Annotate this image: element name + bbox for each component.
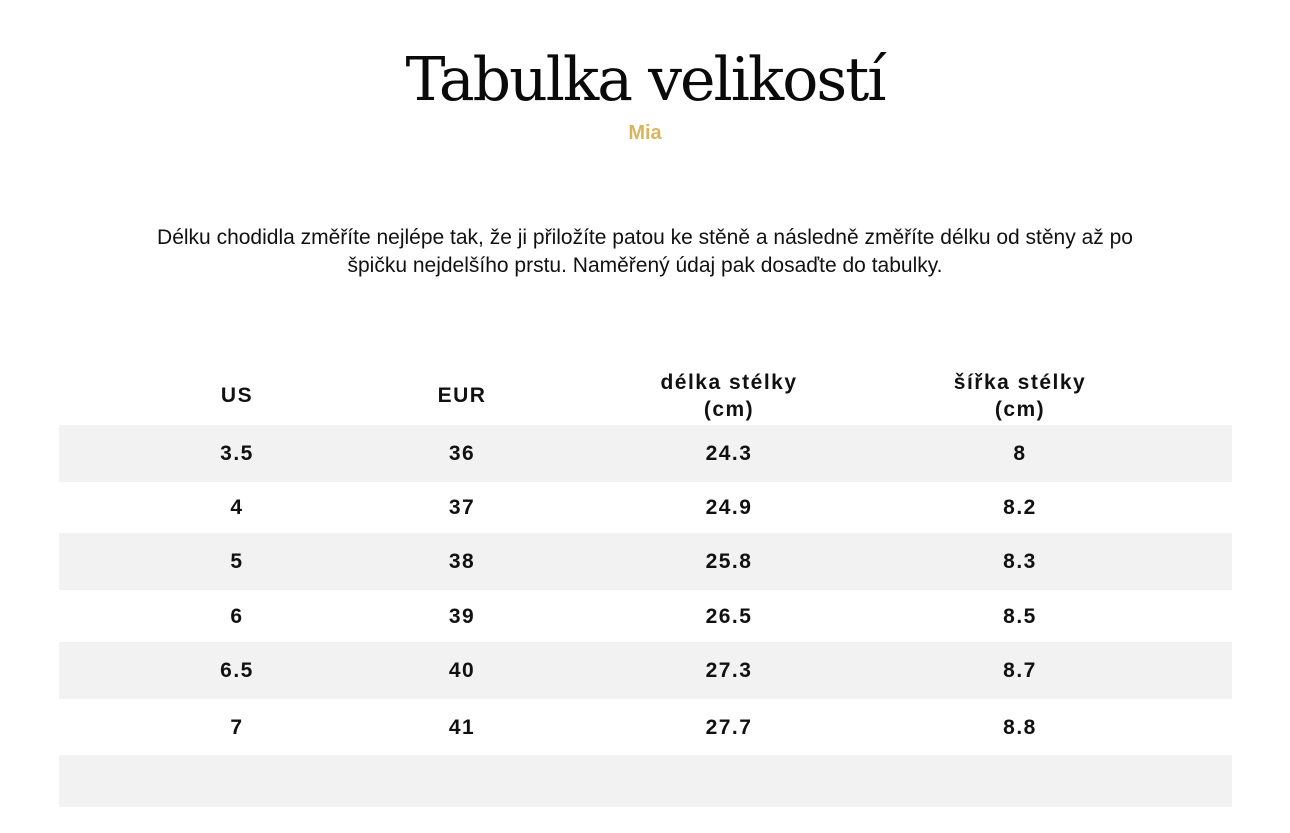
product-name: Mia — [628, 122, 662, 144]
table-row: 6 39 26.5 8.5 — [59, 590, 1232, 642]
header-us: US — [220, 384, 254, 407]
cell-length: 26.5 — [705, 604, 753, 628]
cell-us: 7 — [230, 715, 244, 739]
table-row: 6.5 40 27.3 8.7 — [59, 642, 1232, 699]
cell-width: 8.2 — [1003, 496, 1037, 519]
cell-width: 8.8 — [1003, 715, 1037, 739]
cell-eur: 38 — [448, 550, 476, 573]
cell-length: 25.8 — [705, 550, 753, 573]
cell-width: 8.3 — [1003, 550, 1037, 573]
cell-length: 27.3 — [705, 659, 753, 682]
table-row: 3.5 36 24.3 8 — [59, 425, 1232, 482]
table-row: 5 38 25.8 8.3 — [59, 533, 1232, 590]
cell-eur: 37 — [448, 496, 476, 519]
cell-us: 4 — [230, 496, 244, 519]
table-row — [59, 755, 1232, 807]
cell-eur: 39 — [448, 604, 476, 628]
cell-width: 8.5 — [1003, 604, 1037, 628]
table-header: US EUR délka stélky (cm) šířka stélky (c… — [59, 366, 1232, 425]
size-table: US EUR délka stélky (cm) šířka stélky (c… — [59, 366, 1232, 807]
cell-eur: 41 — [448, 715, 476, 739]
header-eur: EUR — [437, 384, 487, 407]
cell-length: 27.7 — [705, 715, 753, 739]
table-row: 4 37 24.9 8.2 — [59, 482, 1232, 533]
header-insole-width: šířka stélky (cm) — [953, 370, 1087, 421]
cell-eur: 36 — [448, 442, 476, 465]
table-row: 7 41 27.7 8.8 — [59, 699, 1232, 755]
cell-eur: 40 — [448, 659, 476, 682]
cell-us: 6.5 — [220, 659, 254, 682]
cell-us: 5 — [230, 550, 244, 573]
cell-us: 6 — [230, 604, 244, 628]
cell-length: 24.3 — [705, 442, 753, 465]
cell-length: 24.9 — [705, 496, 753, 519]
header-insole-length: délka stélky (cm) — [660, 370, 798, 421]
cell-width: 8.7 — [1003, 659, 1037, 682]
page-title: Tabulka velikostí — [405, 45, 887, 115]
cell-us: 3.5 — [220, 442, 254, 465]
cell-width: 8 — [1013, 442, 1027, 465]
measurement-instructions: Délku chodidla změříte nejlépe tak, že j… — [157, 226, 1133, 277]
